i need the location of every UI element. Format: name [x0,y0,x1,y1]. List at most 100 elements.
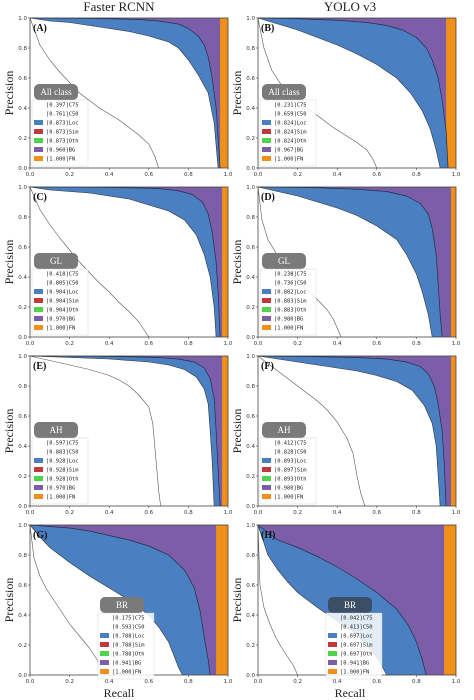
panels: 0.0 0.2 0.4 0.6 0.8 1.0 0.0 0.2 0.4 0.6 0.8 1.0 Prec… [2,16,461,685]
legend-swatch [262,485,271,490]
legend-entry: [1.000]FN [46,157,75,163]
class-badge [34,84,78,100]
x-tick-label: 0.0 [254,679,263,685]
y-tick-label: 0.6 [246,245,255,251]
y-tick-label: 1.0 [246,523,255,529]
y-tick-label: 1.0 [246,185,255,191]
x-tick-label: 0.6 [144,341,153,347]
y-tick-label: 0.4 [246,275,255,281]
curve-loc [29,186,221,338]
y-tick-label: 0.2 [246,305,255,311]
legend-entry: [0.828]C50 [274,450,306,456]
y-axis-title: Precision [230,240,244,285]
legend-swatch [34,485,43,490]
class-badge [34,422,78,438]
x-tick-label: 0.4 [333,341,342,347]
legend-entry: [0.697]Loc [340,634,372,640]
legend-swatch [262,156,271,161]
legend-swatch [34,156,43,161]
y-tick-label: 1.0 [18,185,27,191]
x-tick-label: 0.0 [26,172,35,178]
x-tick-label: 1.0 [452,679,461,685]
y-tick-label: 0.6 [246,583,255,589]
y-tick-label: 1.0 [18,16,27,22]
x-tick-label: 0.4 [333,172,342,178]
curve-c75 [29,186,150,338]
y-axis-title: Precision [230,578,244,623]
class-badge-label: GL [50,256,62,266]
legend-entry: [0.893]Oth [274,477,306,483]
legend-entry: [0.805]C50 [46,281,78,287]
y-axis-title: Precision [2,409,16,454]
legend-entry: [1.000]FN [112,670,141,676]
class-badge [328,597,372,613]
x-tick-label: 1.0 [452,172,461,178]
curve-loc [29,17,221,169]
curve-c50 [257,186,433,338]
legend-entry: [0.697]Sim [340,643,372,649]
class-badge [262,84,306,100]
legend-swatch [34,494,43,499]
legend-entry: [0.418]C75 [46,272,78,278]
x-tick-label: 0.0 [26,510,35,516]
legend-swatch [34,467,43,472]
legend-entry: [0.736]C50 [274,281,306,287]
legend-entry: [0.788]Loc [112,634,144,640]
legend-entry: [0.980]BG [274,317,303,323]
legend-swatch [262,138,271,143]
legend-entry: [0.904]Sim [46,299,78,305]
legend-swatch [262,316,271,321]
legend-swatch [262,147,271,152]
legend-entry: [0.904]Loc [46,290,78,296]
y-tick-label: 0.8 [246,215,255,221]
curve-c75 [257,17,378,169]
legend-entry: [1.000]FN [274,157,303,163]
legend-entry: [0.412]C75 [274,441,306,447]
x-tick-label: 0.6 [372,172,381,178]
y-tick-label: 0.2 [18,474,27,480]
legend-entry: [1.000]FN [340,670,369,676]
curve-c50 [29,355,215,507]
legend-entry: [1.000]FN [46,495,75,501]
legend-swatch [328,669,337,674]
legend-swatch [262,458,271,463]
legend-entry: [0.882]Loc [274,290,306,296]
y-tick-label: 0.2 [18,136,27,142]
legend-entry: [0.941]BG [340,661,369,667]
x-tick-label: 0.4 [105,510,114,516]
legend-entry: [0.970]BG [46,317,75,323]
class-badge-label: GL [278,256,290,266]
y-tick-label: 0.4 [18,613,27,619]
legend-swatch [262,129,271,134]
y-tick-label: 1.0 [246,16,255,22]
panel-label: (G) [33,530,47,541]
x-tick-label: 0.8 [184,679,193,685]
legend-entry: [0.967]BG [274,148,303,154]
panel-label: (B) [261,23,274,34]
legend-entry: [0.042]C75 [340,616,372,622]
class-badge [262,253,306,269]
x-tick-label: 0.6 [144,510,153,516]
y-tick-label: 0.0 [246,504,255,510]
legend-entry: [0.897]Sim [274,468,306,474]
curve-c75 [29,17,159,169]
x-tick-label: 0.0 [26,341,35,347]
legend-entry: [0.593]C50 [112,625,144,631]
legend-swatch [100,633,109,638]
legend-swatch [100,660,109,665]
y-tick-label: 0.8 [18,553,27,559]
y-tick-label: 0.6 [18,76,27,82]
x-tick-label: 0.6 [372,341,381,347]
legend-swatch [262,476,271,481]
legend-swatch [34,120,43,125]
x-tick-label: 0.4 [333,679,342,685]
legend-swatch [100,642,109,647]
legend-entry: [0.397]C75 [46,103,78,109]
curve-loc [257,17,449,169]
legend-swatch [34,316,43,321]
legend-entry: [0.413]C50 [340,625,372,631]
y-tick-label: 0.2 [246,643,255,649]
legend-entry: [0.970]BG [46,486,75,492]
legend-entry: [0.928]Loc [46,459,78,465]
